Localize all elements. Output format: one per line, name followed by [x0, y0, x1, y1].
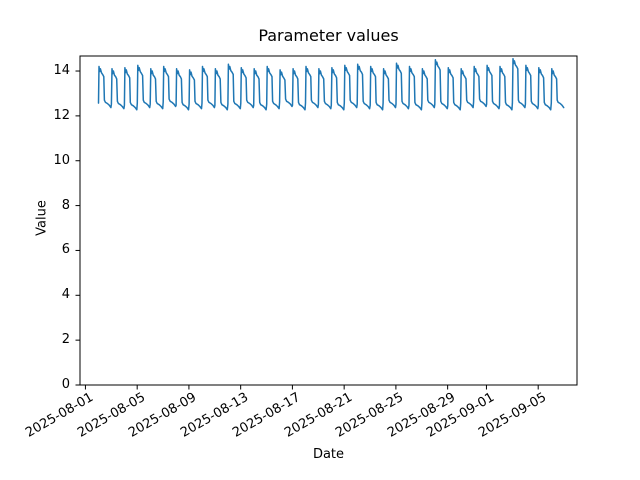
- y-tick-label: 2: [61, 332, 70, 348]
- chart-title: Parameter values: [258, 26, 399, 45]
- x-axis-label: Date: [312, 447, 345, 462]
- y-tick-label: 4: [61, 287, 70, 303]
- y-tick-label: 14: [53, 63, 70, 79]
- axes-frame: [79, 55, 578, 386]
- y-tick-label: 8: [61, 197, 70, 213]
- y-tick-label: 0: [61, 377, 70, 392]
- y-tick-label: 12: [53, 107, 70, 123]
- y-tick-label: 10: [53, 152, 70, 168]
- series-line-parameter-values: [97, 57, 565, 111]
- y-tick-label: 6: [61, 242, 70, 258]
